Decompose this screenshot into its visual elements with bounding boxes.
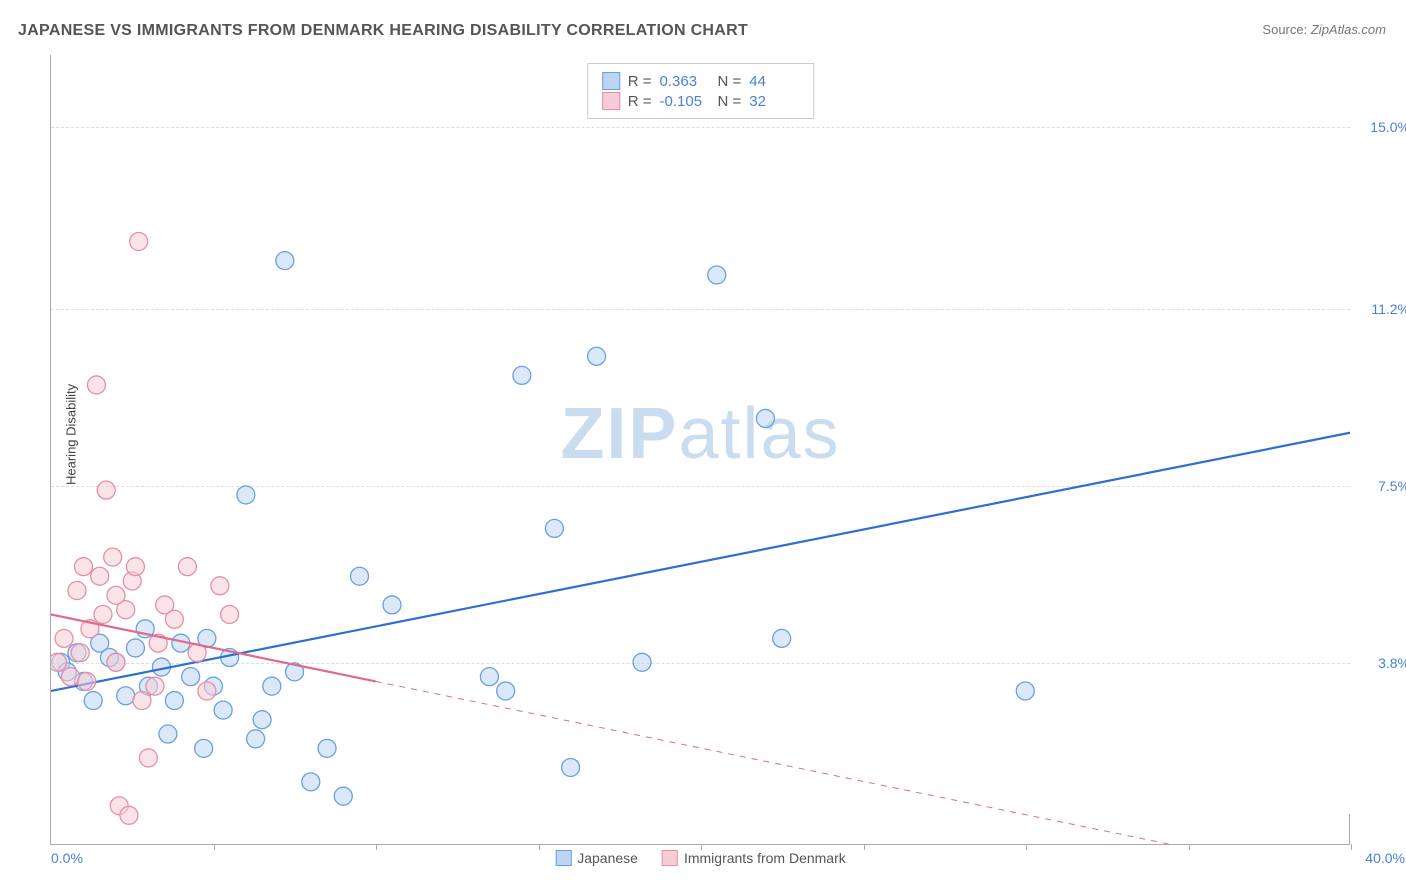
x-tick-mark: [214, 844, 215, 850]
r-value-japanese: 0.363: [660, 73, 710, 90]
legend-row-japanese: R = 0.363 N = 44: [602, 72, 800, 90]
n-value-japanese: 44: [749, 73, 799, 90]
r-value-denmark: -0.105: [660, 93, 710, 110]
legend-label-japanese: Japanese: [577, 850, 638, 866]
y-tick-label: 3.8%: [1378, 655, 1406, 671]
x-tick-mark: [376, 844, 377, 850]
x-tick-mark: [539, 844, 540, 850]
series-legend: Japanese Immigrants from Denmark: [555, 850, 846, 866]
legend-swatch-japanese-icon: [555, 850, 571, 866]
legend-item-denmark: Immigrants from Denmark: [662, 850, 846, 866]
legend-item-japanese: Japanese: [555, 850, 638, 866]
chart-plot-area: ZIPatlas Hearing Disability R = 0.363 N …: [50, 55, 1350, 845]
r-label: R =: [628, 73, 652, 90]
legend-row-denmark: R = -0.105 N = 32: [602, 92, 800, 110]
x-max-label: 40.0%: [1365, 850, 1405, 866]
n-label: N =: [718, 73, 742, 90]
source-name: ZipAtlas.com: [1311, 22, 1386, 37]
source-credit: Source: ZipAtlas.com: [1262, 22, 1386, 37]
legend-label-denmark: Immigrants from Denmark: [684, 850, 846, 866]
x-tick-mark: [701, 844, 702, 850]
x-tick-mark: [1351, 844, 1352, 850]
legend-swatch-japanese: [602, 72, 620, 90]
x-min-label: 0.0%: [51, 850, 83, 866]
y-tick-label: 7.5%: [1378, 478, 1406, 494]
legend-swatch-denmark-icon: [662, 850, 678, 866]
r-label: R =: [628, 93, 652, 110]
y-tick-label: 15.0%: [1370, 119, 1406, 135]
x-tick-mark: [864, 844, 865, 850]
scatter-svg: [51, 55, 1350, 844]
legend-swatch-denmark: [602, 92, 620, 110]
source-label: Source:: [1262, 22, 1307, 37]
x-tick-mark: [1189, 844, 1190, 850]
chart-title: JAPANESE VS IMMIGRANTS FROM DENMARK HEAR…: [18, 22, 748, 40]
n-value-denmark: 32: [749, 93, 799, 110]
correlation-legend: R = 0.363 N = 44 R = -0.105 N = 32: [587, 63, 815, 119]
n-label: N =: [718, 93, 742, 110]
y-tick-label: 11.2%: [1371, 301, 1406, 317]
x-tick-mark: [1026, 844, 1027, 850]
